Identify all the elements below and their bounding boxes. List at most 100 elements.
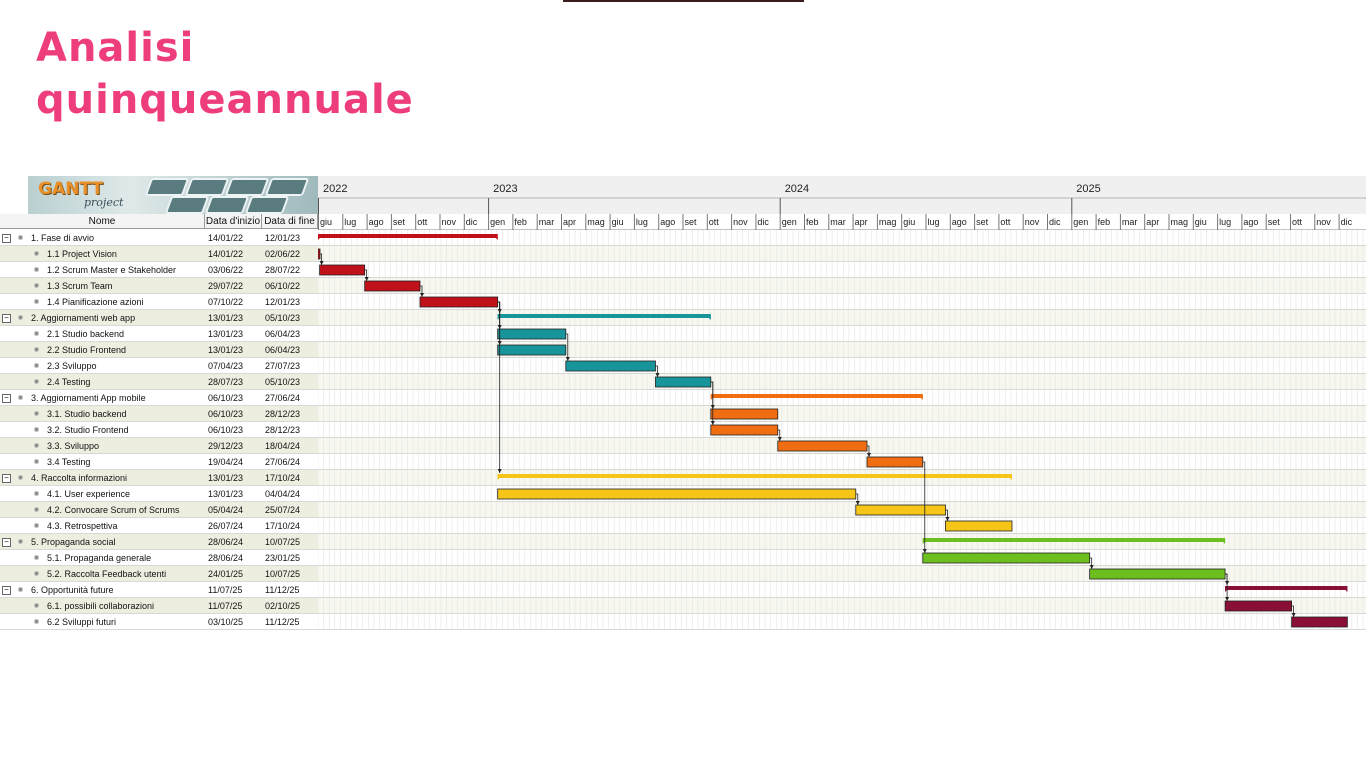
task-name: 4.3. Retrospettiva: [47, 521, 118, 531]
month-label: dic: [1049, 217, 1061, 227]
dependency-arrowhead: [565, 357, 570, 361]
task-bar: [364, 280, 421, 292]
year-label: 2025: [1076, 183, 1100, 195]
collapse-toggle-icon[interactable]: −: [2, 314, 11, 323]
month-label: ott: [1292, 217, 1303, 227]
summary-bar-start-cap: [497, 474, 504, 480]
task-bar: [1291, 616, 1348, 628]
collapse-toggle-icon[interactable]: −: [2, 538, 11, 547]
month-label: set: [1268, 217, 1281, 227]
column-header-name[interactable]: Nome: [0, 214, 205, 229]
month-label: gen: [490, 217, 505, 227]
task-end-date: 06/04/23: [265, 329, 301, 339]
task-row[interactable]: − 1. Fase di avvio 14/01/22 12/01/23: [0, 230, 318, 246]
task-name: 4. Raccolta informazioni: [31, 473, 128, 483]
task-bar: [319, 264, 366, 276]
task-bullet-icon: [34, 411, 39, 416]
timeline-row-bg: [318, 262, 1366, 278]
dependency-arrowhead: [777, 437, 782, 441]
task-end-date: 06/10/22: [265, 281, 301, 291]
task-row[interactable]: − 2. Aggiornamenti web app 13/01/23 05/10/2…: [0, 310, 318, 326]
column-header-start[interactable]: Data d'inizio: [205, 214, 262, 229]
month-label: ott: [709, 217, 720, 227]
month-header-bg: [318, 214, 1366, 230]
task-row[interactable]: 4.3. Retrospettiva 26/07/24 17/10/24: [0, 518, 318, 534]
task-bullet-icon: [34, 571, 39, 576]
timeline-row-bg: [318, 406, 1366, 422]
dependency-arrow: [710, 381, 714, 425]
task-row[interactable]: 2.1 Studio backend 13/01/23 06/04/23: [0, 326, 318, 342]
timeline-row-bg: [318, 326, 1366, 342]
task-start-date: 28/07/23: [208, 377, 244, 387]
task-end-date: 17/10/24: [265, 521, 301, 531]
task-bullet-icon: [34, 283, 39, 288]
task-start-date: 07/10/22: [208, 297, 244, 307]
task-bar: [1224, 600, 1292, 612]
task-row[interactable]: 1.3 Scrum Team 29/07/22 06/10/22: [0, 278, 318, 294]
collapse-toggle-icon[interactable]: −: [2, 234, 11, 243]
task-bullet-icon: [34, 555, 39, 560]
task-row[interactable]: 3.3. Sviluppo 29/12/23 18/04/24: [0, 438, 318, 454]
task-name: 3. Aggiornamenti App mobile: [31, 393, 146, 403]
task-row[interactable]: − 3. Aggiornamenti App mobile 06/10/23 27/0…: [0, 390, 318, 406]
task-bar: [419, 296, 499, 308]
task-row[interactable]: 5.1. Propaganda generale 28/06/24 23/01/25: [0, 550, 318, 566]
column-header-end[interactable]: Data di fine: [262, 214, 318, 229]
summary-bar-end-cap: [916, 394, 923, 400]
task-bullet-icon: [34, 619, 39, 624]
task-bar: [710, 408, 779, 420]
month-label: apr: [855, 217, 868, 227]
logo-hex-5: [164, 196, 210, 214]
task-end-date: 10/07/25: [265, 569, 301, 579]
task-name: 5.1. Propaganda generale: [47, 553, 152, 563]
timeline-row-bg: [318, 278, 1366, 294]
collapse-toggle-icon[interactable]: −: [2, 394, 11, 403]
task-bullet-icon: [34, 267, 39, 272]
task-row[interactable]: 1.2 Scrum Master e Stakeholder 03/06/22 28…: [0, 262, 318, 278]
timeline-row-bg: [318, 454, 1366, 470]
task-row[interactable]: 2.4 Testing 28/07/23 05/10/23: [0, 374, 318, 390]
task-name: 6.1. possibili collaborazioni: [47, 601, 155, 611]
logo-hex-7: [244, 196, 290, 214]
dependency-arrow: [1225, 573, 1228, 601]
task-row[interactable]: 4.1. User experience 13/01/23 04/04/24: [0, 486, 318, 502]
task-start-date: 06/10/23: [208, 409, 244, 419]
month-label: nov: [1316, 217, 1331, 227]
summary-bar: [497, 314, 711, 318]
task-row[interactable]: − 4. Raccolta informazioni 13/01/23 17/10/2…: [0, 470, 318, 486]
task-bullet-icon: [18, 475, 23, 480]
task-row[interactable]: 1.4 Pianificazione azioni 07/10/22 12/01/2…: [0, 294, 318, 310]
task-name: 2.1 Studio backend: [47, 329, 125, 339]
task-bar: [565, 360, 656, 372]
task-row[interactable]: 6.2 Sviluppi futuri 03/10/25 11/12/25: [0, 614, 318, 630]
task-row[interactable]: 3.2. Studio Frontend 06/10/23 28/12/23: [0, 422, 318, 438]
ganttproject-logo: GANTT project: [28, 176, 318, 214]
collapse-toggle-icon[interactable]: −: [2, 586, 11, 595]
task-row[interactable]: 6.1. possibili collaborazioni 11/07/25 02/…: [0, 598, 318, 614]
task-name: 1.3 Scrum Team: [47, 281, 113, 291]
task-row[interactable]: − 5. Propaganda social 28/06/24 10/07/25: [0, 534, 318, 550]
task-row[interactable]: − 6. Opportunità future 11/07/25 11/12/25: [0, 582, 318, 598]
task-row[interactable]: 5.2. Raccolta Feedback utenti 24/01/25 10/…: [0, 566, 318, 582]
task-start-date: 13/01/23: [208, 345, 244, 355]
task-row[interactable]: 2.3 Sviluppo 07/04/23 27/07/23: [0, 358, 318, 374]
task-start-date: 14/01/22: [208, 249, 244, 259]
task-start-date: 29/12/23: [208, 441, 244, 451]
task-end-date: 23/01/25: [265, 553, 301, 563]
task-end-date: 28/12/23: [265, 409, 301, 419]
month-label: set: [393, 217, 406, 227]
task-bar: [777, 440, 868, 452]
task-row[interactable]: 2.2 Studio Frontend 13/01/23 06/04/23: [0, 342, 318, 358]
summary-bar-start-cap: [497, 314, 504, 320]
dependency-arrowhead: [855, 501, 860, 505]
task-row[interactable]: 1.1 Project Vision 14/01/22 02/06/22: [0, 246, 318, 262]
task-row[interactable]: 3.1. Studio backend 06/10/23 28/12/23: [0, 406, 318, 422]
task-start-date: 03/10/25: [208, 617, 244, 627]
task-row[interactable]: 4.2. Convocare Scrum of Scrums 05/04/24 25…: [0, 502, 318, 518]
task-bullet-icon: [34, 299, 39, 304]
collapse-toggle-icon[interactable]: −: [2, 474, 11, 483]
task-start-date: 28/06/24: [208, 553, 244, 563]
month-label: dic: [466, 217, 478, 227]
task-row[interactable]: 3.4 Testing 19/04/24 27/06/24: [0, 454, 318, 470]
